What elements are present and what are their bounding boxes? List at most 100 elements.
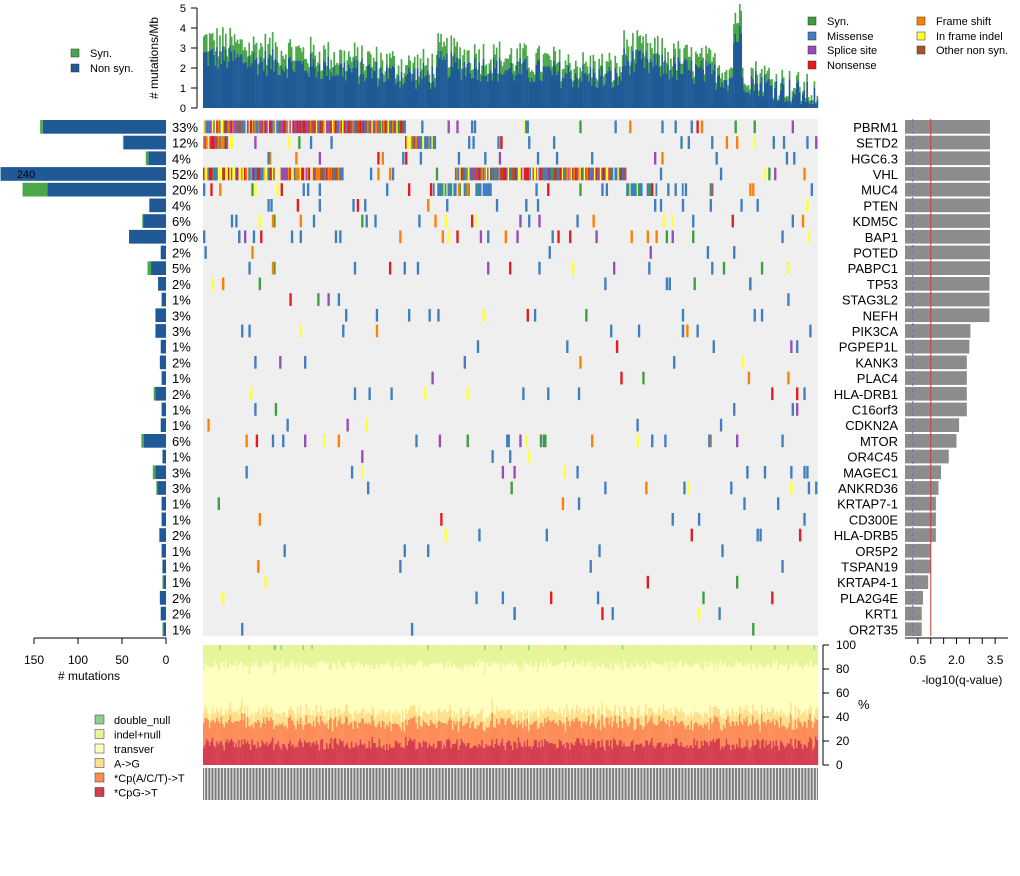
rate-bar-nonsyn [340,63,343,108]
rate-bar-syn [485,64,488,76]
mutation-cell [245,465,248,479]
mutation-cell [345,120,348,134]
mutation-cell [815,481,818,495]
spectrum-bar-segment [716,717,719,739]
spectrum-bar-segment [345,704,347,716]
spectrum-bar-segment [289,706,292,716]
spectrum-bar-segment [299,738,302,765]
spectrum-bar-segment [777,712,779,723]
spectrum-bar-segment [561,662,564,717]
rate-bar-nonsyn [365,77,368,108]
mutation-cell [484,151,487,165]
rate-bar-syn [614,55,617,68]
spectrum-bar-segment [730,645,732,668]
mutation-cell [308,167,311,181]
mutation-cell [661,151,664,165]
spectrum-bar-segment [535,720,538,741]
spectrum-bar-segment [268,645,271,663]
spectrum-bar-segment [447,738,450,765]
spectrum-bar-segment [513,741,516,765]
rate-bar-nonsyn [336,74,338,108]
spectrum-bar-segment [544,738,546,765]
spectrum-bar-segment [655,745,658,765]
spectrum-bar-segment [308,667,311,710]
rate-bar-syn [541,72,543,81]
rate-bar-nonsyn [689,69,691,108]
spectrum-bar-segment [337,720,340,745]
mutation-cell [296,120,299,134]
spectrum-bar-segment [282,744,284,765]
rate-bar-nonsyn [459,59,461,108]
rate-bar-nonsyn [230,51,233,108]
spectrum-bar-segment [435,747,438,765]
spectrum-bar-segment [227,645,230,668]
rate-bar-nonsyn [577,87,580,108]
spectrum-bar-segment [665,645,668,667]
spectrum-bar-segment [444,722,447,748]
mutation-cell [465,167,467,181]
spectrum-bar-segment [235,660,237,712]
spectrum-bar-segment [516,645,519,666]
spectrum-bar-segment [484,731,486,748]
spectrum-bar-segment [252,720,255,729]
spectrum-bar-segment [378,721,381,739]
mutation-cell [309,120,312,134]
mutation-cell [470,167,473,181]
spectrum-bar-segment [557,645,560,665]
spectrum-bar-segment [245,718,248,728]
left-tick-label: 100 [68,653,88,667]
spectrum-bar-segment [740,708,743,722]
spectrum-bar-segment [375,747,378,765]
spectrum-bar-segment [744,709,747,722]
spectrum-bar-segment [292,660,294,711]
spectrum-bar-segment [538,645,540,667]
spectrum-bar-segment [397,645,400,668]
rate-bar-syn [668,69,671,80]
mutation-cell [547,183,550,196]
spectrum-bar-segment [478,713,480,726]
rate-bar-syn [643,56,646,68]
rate-bar-nonsyn [523,59,526,108]
rate-bar-nonsyn [798,92,801,108]
rate-bar-syn [798,87,801,93]
spectrum-bar-segment [441,713,444,723]
spectrum-bar-segment [699,667,702,713]
spectrum-bar-segment [649,645,652,669]
spectrum-bar-segment [427,747,429,765]
rate-bar-syn [651,48,653,62]
spectrum-bar-segment [743,708,745,719]
spectrum-bar-segment [736,711,738,722]
rate-bar-nonsyn [478,62,480,108]
spectrum-bar-segment [213,645,215,668]
spectrum-bar-segment [564,731,567,748]
spectrum-bar-segment [475,728,478,746]
spectrum-bar-segment [750,669,753,715]
spectrum-bar-segment [276,645,278,662]
spectrum-bar-segment [481,722,483,740]
spectrum-bar-segment [746,645,748,666]
spectrum-bar-segment [774,715,776,725]
spectrum-bar-segment [737,747,740,765]
qvalue-bar [905,622,922,637]
spectrum-bar-segment [431,746,434,765]
top-tick-label: 2 [180,63,186,75]
spectrum-bar-segment [615,723,618,745]
rate-bar-syn [658,54,661,68]
spectrum-bar-segment [339,645,341,662]
spectrum-bar-segment [295,645,297,667]
rate-bar-nonsyn [487,81,489,108]
rate-bar-syn [608,52,611,68]
spectrum-bar-segment [386,645,388,664]
mutation-cell [223,120,226,134]
spectrum-bar-segment [241,645,243,663]
left-bar-nonsyn [162,559,166,574]
rate-bar-syn [671,66,674,77]
spectrum-bar-segment [260,727,262,747]
spectrum-bar-segment [547,706,549,717]
mutation-cell [342,324,345,338]
spectrum-bar-segment [517,720,520,738]
spectrum-bar-segment [585,746,587,765]
spectrum-bar-segment [627,746,630,765]
spectrum-bar-segment [743,645,745,667]
spectrum-bar-segment [757,663,760,714]
